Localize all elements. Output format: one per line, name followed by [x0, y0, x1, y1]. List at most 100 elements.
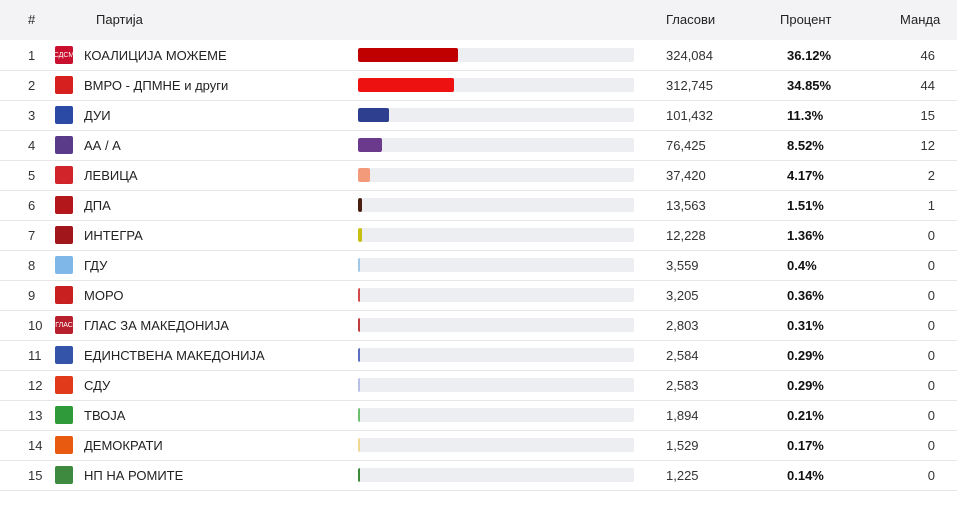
- party-name: АА / А: [84, 138, 121, 153]
- vote-share-bar-fill: [358, 468, 360, 482]
- vote-count: 1,894: [666, 408, 699, 423]
- party-name: ВМРО - ДПМНЕ и други: [84, 78, 229, 93]
- vote-share-bar-track: [358, 258, 634, 272]
- vote-percent: 1.36%: [787, 228, 824, 243]
- vote-share-bar-fill: [358, 168, 370, 182]
- table-row[interactable]: 11 ЕДИНСТВЕНА МАКЕДОНИЈА 2,584 0.29% 0: [0, 340, 957, 371]
- vote-share-bar-fill: [358, 228, 362, 242]
- table-row[interactable]: 4 АА / А 76,425 8.52% 12: [0, 130, 957, 161]
- party-logo-icon: [55, 376, 73, 394]
- seat-count: 0: [927, 288, 935, 303]
- vote-count: 3,559: [666, 258, 699, 273]
- table-row[interactable]: 14 ДЕМОКРАТИ 1,529 0.17% 0: [0, 430, 957, 461]
- party-logo-icon: [55, 436, 73, 454]
- vote-share-bar-fill: [358, 258, 360, 272]
- party-name: МОРО: [84, 288, 124, 303]
- vote-count: 12,228: [666, 228, 706, 243]
- table-row[interactable]: 6 ДПА 13,563 1.51% 1: [0, 190, 957, 221]
- vote-share-bar-track: [358, 108, 634, 122]
- header-votes[interactable]: Гласови: [666, 12, 716, 27]
- vote-count: 37,420: [666, 168, 706, 183]
- row-number: 12: [28, 378, 43, 393]
- party-name: ИНТЕГРА: [84, 228, 143, 243]
- seat-count: 15: [920, 108, 935, 123]
- header-seats[interactable]: Манда: [900, 12, 941, 27]
- vote-share-bar-track: [358, 408, 634, 422]
- row-number: 10: [28, 318, 43, 333]
- vote-percent: 0.29%: [787, 348, 824, 363]
- table-row[interactable]: 1 СДСМ КОАЛИЦИЈА МОЖЕМЕ 324,084 36.12% 46: [0, 40, 957, 71]
- vote-count: 324,084: [666, 48, 713, 63]
- header-party[interactable]: Партија: [96, 12, 143, 27]
- party-name: ЕДИНСТВЕНА МАКЕДОНИЈА: [84, 348, 265, 363]
- table-row[interactable]: 12 СДУ 2,583 0.29% 0: [0, 370, 957, 401]
- row-number: 6: [28, 198, 36, 213]
- party-name: НП НА РОМИТЕ: [84, 468, 184, 483]
- vote-percent: 1.51%: [787, 198, 824, 213]
- row-number: 8: [28, 258, 36, 273]
- vote-share-bar-fill: [358, 78, 455, 92]
- vote-percent: 34.85%: [787, 78, 832, 93]
- table-row[interactable]: 8 ГДУ 3,559 0.4% 0: [0, 250, 957, 281]
- table-row[interactable]: 2 ВМРО - ДПМНЕ и други 312,745 34.85% 44: [0, 70, 957, 101]
- vote-percent: 0.4%: [787, 258, 817, 273]
- party-name: КОАЛИЦИЈА МОЖЕМЕ: [84, 48, 227, 63]
- vote-percent: 36.12%: [787, 48, 832, 63]
- party-logo-icon: СДСМ: [55, 46, 73, 64]
- vote-count: 2,584: [666, 348, 699, 363]
- seat-count: 0: [927, 228, 935, 243]
- table-row[interactable]: 13 ТВОЈА 1,894 0.21% 0: [0, 400, 957, 431]
- table-row[interactable]: 10 ГЛАС ГЛАС ЗА МАКЕДОНИЈА 2,803 0.31% 0: [0, 310, 957, 341]
- vote-share-bar-track: [358, 228, 634, 242]
- vote-share-bar-fill: [358, 408, 360, 422]
- table-row[interactable]: 15 НП НА РОМИТЕ 1,225 0.14% 0: [0, 460, 957, 491]
- vote-count: 13,563: [666, 198, 706, 213]
- party-name: ДУИ: [84, 108, 111, 123]
- vote-share-bar-fill: [358, 288, 360, 302]
- row-number: 4: [28, 138, 36, 153]
- vote-share-bar-track: [358, 168, 634, 182]
- vote-percent: 4.17%: [787, 168, 824, 183]
- vote-share-bar-track: [358, 78, 634, 92]
- table-row[interactable]: 3 ДУИ 101,432 11.3% 15: [0, 100, 957, 131]
- vote-share-bar-fill: [358, 198, 363, 212]
- vote-share-bar-track: [358, 48, 634, 62]
- vote-percent: 0.31%: [787, 318, 824, 333]
- row-number: 13: [28, 408, 43, 423]
- table-row[interactable]: 7 ИНТЕГРА 12,228 1.36% 0: [0, 220, 957, 251]
- vote-count: 2,803: [666, 318, 699, 333]
- party-name: СДУ: [84, 378, 111, 393]
- row-number: 3: [28, 108, 36, 123]
- vote-share-bar-track: [358, 138, 634, 152]
- vote-count: 2,583: [666, 378, 699, 393]
- vote-share-bar-track: [358, 438, 634, 452]
- vote-share-bar-track: [358, 288, 634, 302]
- party-name: ДПА: [84, 198, 111, 213]
- vote-share-bar-fill: [358, 378, 360, 392]
- vote-share-bar-fill: [358, 108, 390, 122]
- party-name: ЛЕВИЦА: [84, 168, 138, 183]
- table-row[interactable]: 9 МОРО 3,205 0.36% 0: [0, 280, 957, 311]
- header-percent[interactable]: Процент: [780, 12, 832, 27]
- vote-share-bar-fill: [358, 438, 360, 452]
- vote-percent: 11.3%: [787, 108, 824, 123]
- row-number: 1: [28, 48, 36, 63]
- vote-share-bar-track: [358, 198, 634, 212]
- party-logo-icon: [55, 466, 73, 484]
- party-name: ГДУ: [84, 258, 108, 273]
- vote-share-bar-track: [358, 378, 634, 392]
- header-num: #: [28, 12, 36, 27]
- vote-percent: 0.17%: [787, 438, 824, 453]
- row-number: 9: [28, 288, 36, 303]
- vote-share-bar-fill: [358, 318, 360, 332]
- seat-count: 0: [927, 318, 935, 333]
- vote-share-bar-fill: [358, 138, 382, 152]
- seat-count: 44: [920, 78, 935, 93]
- vote-count: 1,529: [666, 438, 699, 453]
- vote-count: 1,225: [666, 468, 699, 483]
- party-logo-icon: [55, 226, 73, 244]
- vote-percent: 8.52%: [787, 138, 824, 153]
- table-row[interactable]: 5 ЛЕВИЦА 37,420 4.17% 2: [0, 160, 957, 191]
- vote-percent: 0.36%: [787, 288, 824, 303]
